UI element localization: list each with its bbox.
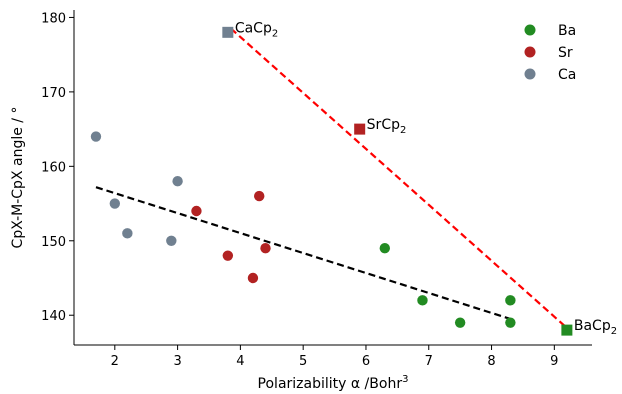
data-point-ca-4 [172, 176, 183, 187]
y-axis-label: CpX-M-CpX angle / ° [10, 107, 26, 249]
data-point-sr-0 [191, 205, 202, 217]
axes-layer: 2 3 4 5 6 7 8 9 140 150 160 170 180 Polarizability α … [10, 10, 592, 392]
x-tick-label: 4 [236, 354, 244, 369]
y-tick-label: 170 [41, 86, 66, 101]
y-tick-label: 160 [41, 160, 66, 175]
x-tick-label: 7 [425, 354, 433, 369]
srcp2-marker [354, 123, 366, 135]
legend-marker-ba [524, 24, 536, 36]
x-tick-label: 8 [487, 354, 495, 369]
x-tick-label: 6 [362, 354, 370, 369]
trendline-1 [95, 186, 511, 320]
labeled-points-layer: CaCp2 SrCp2 BaCp2 [222, 20, 617, 337]
srcp2-label: SrCp2 [367, 117, 407, 136]
legend-marker-ca [524, 68, 536, 80]
data-point-sr-1 [222, 250, 234, 261]
data-point-sr-4 [260, 243, 271, 254]
data-point-ba-2 [454, 317, 466, 328]
bacp2-marker [561, 324, 573, 336]
data-point-ba-4 [505, 317, 516, 328]
data-point-ca-2 [122, 228, 133, 239]
data-point-ca-1 [109, 198, 121, 209]
x-tick-label: 9 [550, 354, 558, 369]
trendline-layer [95, 27, 568, 329]
x-tick-label: 5 [299, 354, 307, 369]
x-tick-label: 2 [111, 354, 119, 369]
legend-label-sr: Sr [558, 45, 573, 61]
data-point-ca-3 [166, 235, 177, 246]
legend-marker-sr [524, 46, 536, 58]
y-tick-label: 180 [41, 11, 66, 26]
legend-label-ba: Ba [558, 23, 576, 39]
x-tick-label: 3 [173, 354, 181, 369]
legend-label-ca: Ca [558, 67, 576, 83]
data-point-ba-1 [417, 295, 428, 306]
data-point-sr-2 [247, 272, 259, 284]
data-point-sr-3 [254, 190, 265, 202]
y-tick-label: 150 [41, 235, 66, 250]
data-point-ca-0 [90, 131, 102, 142]
cacp2-marker [222, 26, 234, 38]
cacp2-label: CaCp2 [235, 20, 278, 39]
data-point-ba-0 [379, 243, 390, 254]
bacp2-label: BaCp2 [574, 318, 617, 337]
data-points-layer [90, 131, 516, 328]
trendline-0 [230, 27, 568, 329]
legend: Ba Sr Ca [524, 23, 576, 83]
y-tick-label: 140 [41, 309, 66, 324]
x-axis-label: Polarizability α /Bohr3 [258, 374, 409, 392]
data-point-ba-3 [505, 295, 516, 306]
